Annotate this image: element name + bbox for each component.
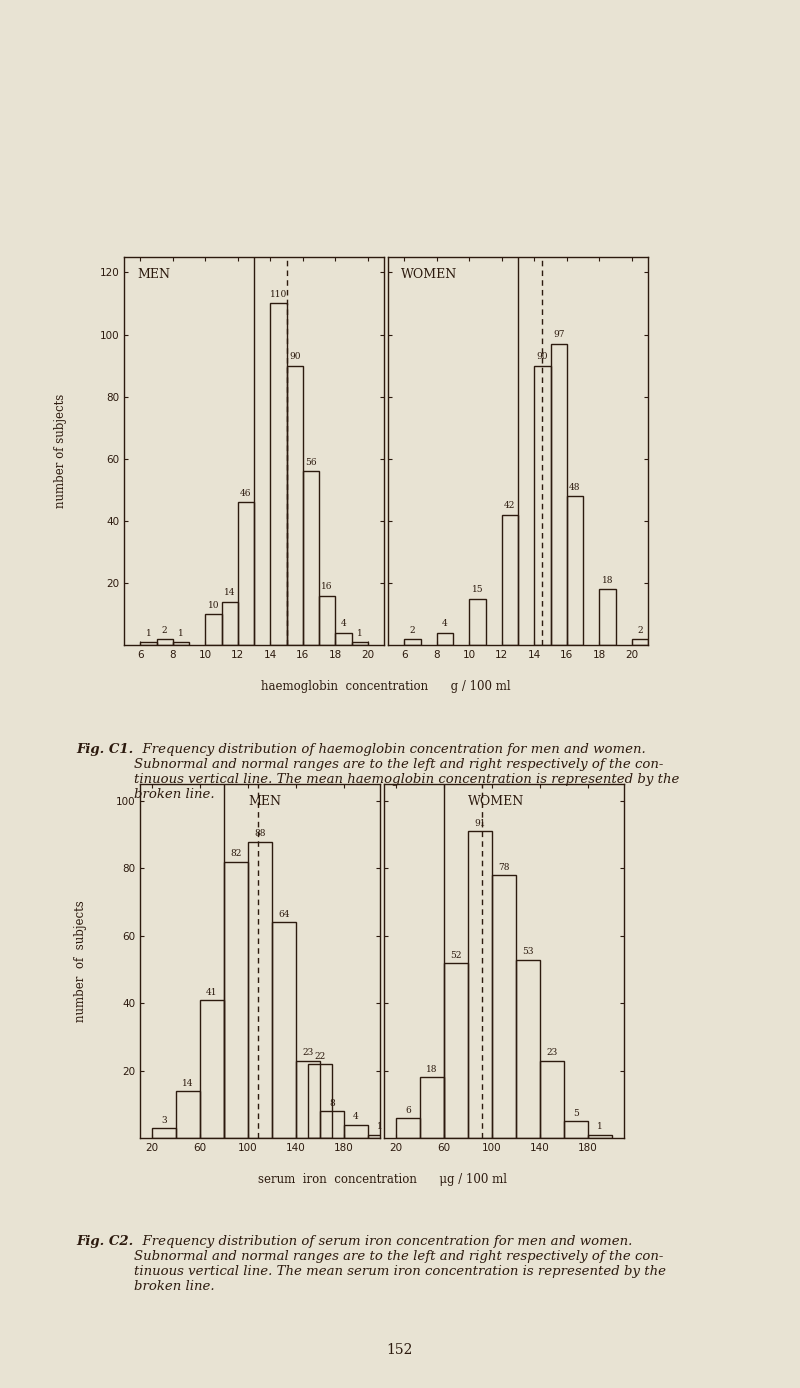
Text: 2: 2 [637,626,642,634]
Text: Fig. C2.: Fig. C2. [76,1235,134,1248]
Bar [176,1091,200,1138]
Text: 15: 15 [471,586,483,594]
Text: 56: 56 [305,458,317,466]
Text: 22: 22 [314,1052,326,1060]
Bar [286,365,302,645]
Text: MEN: MEN [248,795,281,808]
Text: 5: 5 [573,1109,579,1117]
Bar [351,643,368,645]
Text: 8: 8 [329,1099,335,1108]
Text: 110: 110 [270,290,287,298]
Text: 82: 82 [230,849,242,858]
Text: 88: 88 [254,829,266,838]
Text: 3: 3 [161,1116,167,1124]
Text: 4: 4 [341,619,346,629]
Bar [632,640,648,645]
Text: 64: 64 [278,911,290,919]
Text: 78: 78 [498,863,510,872]
Bar [270,304,286,645]
Bar [224,862,248,1138]
Text: 46: 46 [240,489,252,498]
Text: 1: 1 [178,629,184,637]
Bar [272,923,296,1138]
Text: 23: 23 [546,1048,558,1058]
Bar [470,598,486,645]
Bar [420,1077,444,1138]
Bar [368,1135,392,1138]
Text: 4: 4 [353,1112,359,1122]
Text: WOMEN: WOMEN [401,268,458,282]
Bar [437,633,453,645]
Bar [516,959,540,1138]
Text: haemoglobin  concentration      g / 100 ml: haemoglobin concentration g / 100 ml [261,680,511,693]
Bar [238,502,254,645]
Text: 1: 1 [357,629,362,637]
Y-axis label: number  of  subjects: number of subjects [74,901,87,1022]
Bar [157,640,173,645]
Text: 18: 18 [426,1065,438,1074]
Text: 2: 2 [410,626,415,634]
Text: WOMEN: WOMEN [468,795,524,808]
Text: 90: 90 [289,353,300,361]
Text: 53: 53 [522,947,534,956]
Text: Fig. C1.: Fig. C1. [76,743,134,755]
Bar [296,1060,320,1138]
Text: 18: 18 [602,576,613,584]
Bar [566,496,583,645]
Bar [200,999,224,1138]
Bar [140,643,157,645]
Bar [302,472,319,645]
Text: 42: 42 [504,501,515,511]
Text: 48: 48 [569,483,581,491]
Bar [492,876,516,1138]
Text: 16: 16 [322,582,333,591]
Text: 10: 10 [208,601,219,609]
Bar [534,365,550,645]
Bar [444,963,468,1138]
Bar [248,841,272,1138]
Bar [404,640,421,645]
Bar [468,831,492,1138]
Bar [308,1065,332,1138]
Text: 14: 14 [224,589,235,597]
Text: 41: 41 [206,988,218,997]
Text: Frequency distribution of serum iron concentration for men and women.
Subnormal : Frequency distribution of serum iron con… [134,1235,666,1294]
Bar [540,1060,564,1138]
Bar [335,633,351,645]
Text: 1: 1 [597,1123,603,1131]
Text: 4: 4 [442,619,448,629]
Text: 2: 2 [162,626,167,634]
Text: MEN: MEN [137,268,170,282]
Bar [320,1112,344,1138]
Text: 14: 14 [182,1078,194,1088]
Bar [344,1124,368,1138]
Bar [564,1122,588,1138]
Bar [502,515,518,645]
Text: 52: 52 [450,951,462,959]
Text: 1: 1 [146,629,151,637]
Text: 6: 6 [405,1106,411,1115]
Bar [206,615,222,645]
Bar [152,1128,176,1138]
Bar [588,1135,612,1138]
Bar [396,1117,420,1138]
Text: serum  iron  concentration      μg / 100 ml: serum iron concentration μg / 100 ml [258,1173,506,1185]
Text: 23: 23 [302,1048,314,1058]
Text: 90: 90 [537,353,548,361]
Text: 1: 1 [377,1123,383,1131]
Text: 152: 152 [387,1344,413,1357]
Text: 91: 91 [474,819,486,829]
Bar [222,602,238,645]
Bar [550,344,566,645]
Bar [319,595,335,645]
Bar [173,643,189,645]
Y-axis label: number of subjects: number of subjects [54,394,67,508]
Text: Frequency distribution of haemoglobin concentration for men and women.
Subnormal: Frequency distribution of haemoglobin co… [134,743,680,801]
Bar [599,590,615,645]
Text: 97: 97 [553,330,564,339]
